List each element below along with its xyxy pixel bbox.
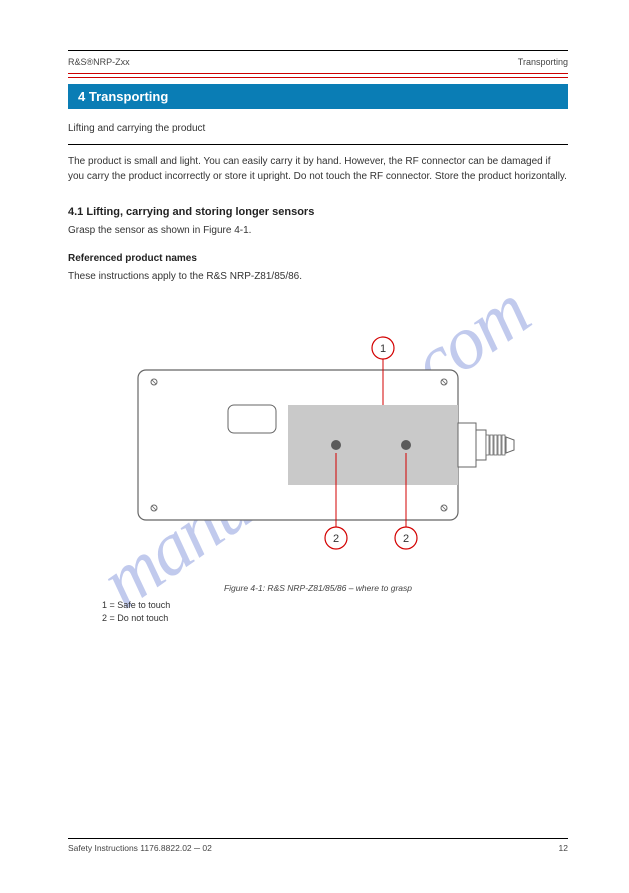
top-rule [68,50,568,51]
refhead: Referenced product names [68,253,568,264]
subsection-body: Grasp the sensor as shown in Figure 4-1. [68,224,568,239]
sensor-diagram: 1 2 2 [98,310,538,570]
page-footer: Safety Instructions 1176.8822.02 ─ 02 12 [68,838,568,853]
header-right: Transporting [518,57,568,67]
figure-legend: 1 = Safe to touch 2 = Do not touch [68,599,568,624]
footer-right: 12 [559,843,568,853]
figure: 1 2 2 Figure 4-1: R&S NRP-Z81/85/86 – wher… [68,310,568,624]
page-content: R&S®NRP-Zxx Transporting 4 Transporting … [68,50,568,624]
notice-body: The product is small and light. You can … [68,155,568,184]
svg-text:2: 2 [403,533,409,545]
header-left: R&S®NRP-Zxx [68,57,130,67]
ref-body: These instructions apply to the R&S NRP-… [68,270,568,285]
svg-text:1: 1 [380,343,386,355]
subsection-head: 4.1 Lifting, carrying and storing longer… [68,206,568,218]
red-rule-1 [68,73,568,74]
section-bar: 4 Transporting [68,84,568,109]
notice-rule [68,144,568,145]
footer-rule [68,838,568,839]
figure-caption: Figure 4-1: R&S NRP-Z81/85/86 – where to… [68,583,568,593]
legend-2: 2 = Do not touch [102,612,568,625]
footer-left: Safety Instructions 1176.8822.02 ─ 02 [68,843,212,853]
red-rule-2 [68,77,568,78]
notice-head: Lifting and carrying the product [68,123,568,134]
legend-1: 1 = Safe to touch [102,599,568,612]
running-header: R&S®NRP-Zxx Transporting [68,57,568,67]
svg-text:2: 2 [333,533,339,545]
